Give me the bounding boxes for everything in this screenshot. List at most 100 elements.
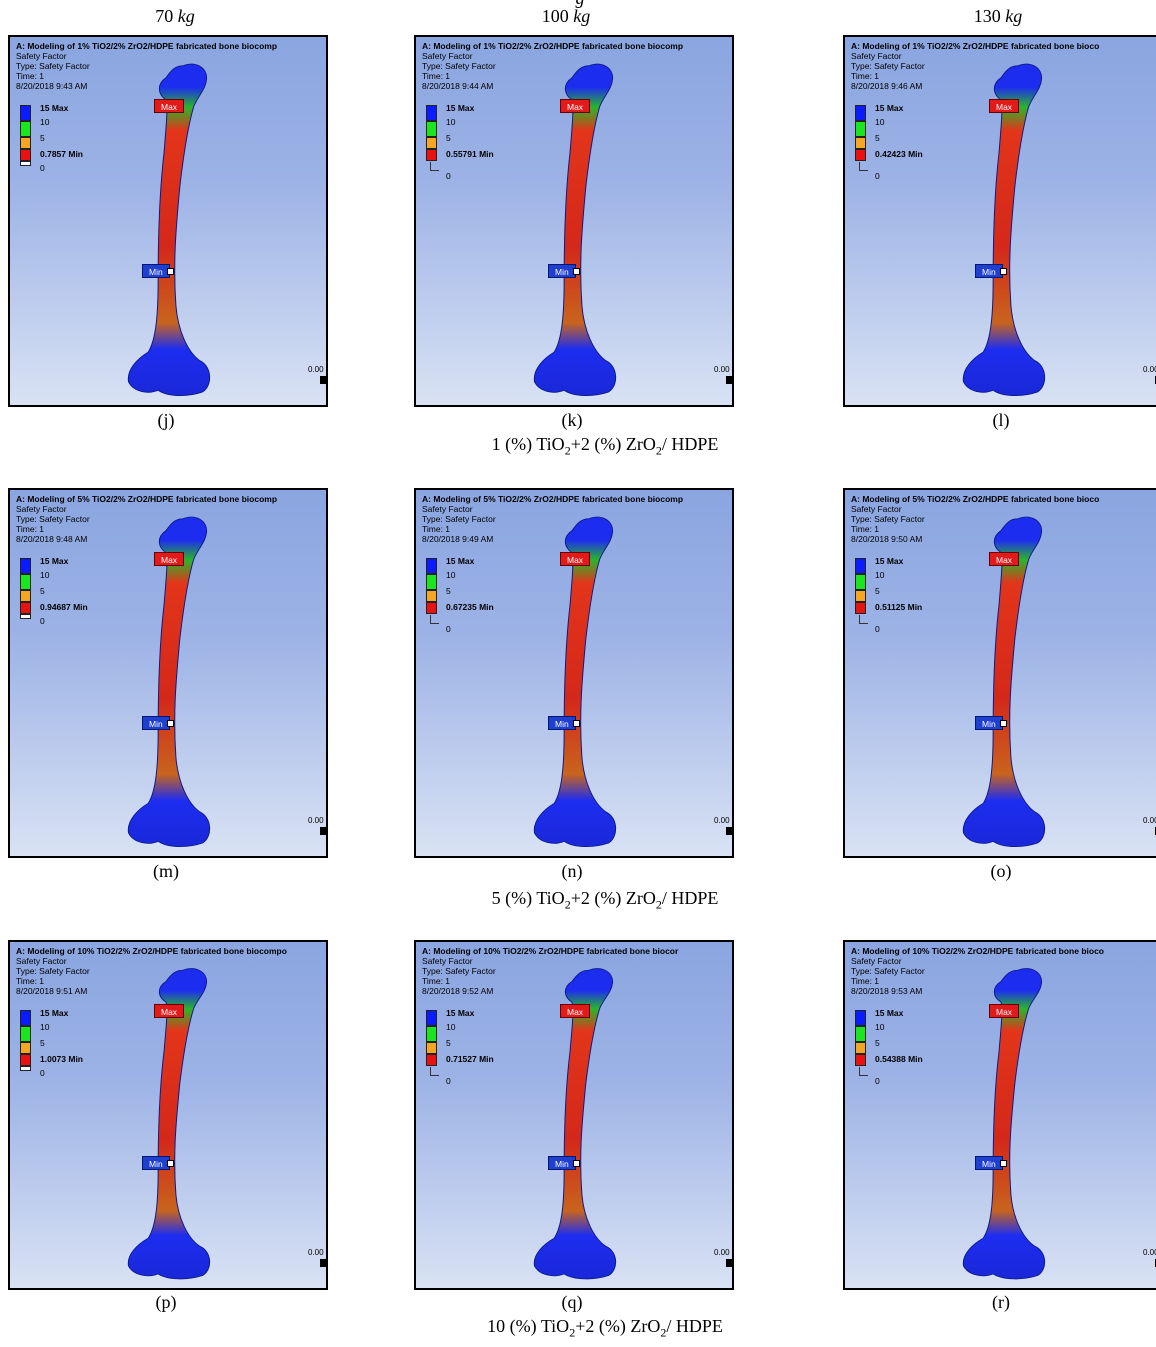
max-probe-label: Max [996,555,1013,565]
min-probe-point [166,720,174,727]
legend-label-5: 5 [40,133,45,143]
legend-max-label: 15 Max [40,103,69,113]
scale-bar [726,376,732,384]
caption-zro2: ZrO [630,1316,661,1336]
result-type: Type: Safety Factor [422,61,496,71]
legend-label-5: 5 [875,1038,880,1048]
column-value: 100 [541,6,569,26]
result-title: A: Modeling of 1% TiO2/2% ZrO2/HDPE fabr… [851,41,1100,51]
result-header: A: Modeling of 5% TiO2/2% ZrO2/HDPE fabr… [851,494,1156,544]
legend-max-label: 15 Max [875,1008,904,1018]
legend-label-5: 5 [446,1038,451,1048]
legend-swatch [855,105,866,121]
legend-label-10: 10 [446,117,456,127]
simulation-panel: A: Modeling of 10% TiO2/2% ZrO2/HDPE fab… [414,940,734,1290]
legend-label-5: 5 [40,1038,45,1048]
legend-min-label: 0.42423 Min [875,149,923,159]
max-probe-tag: Max [989,1004,1020,1018]
legend-label-10: 10 [875,570,885,580]
legend-min-label: 0.55791 Min [446,149,494,159]
result-quantity: Safety Factor [422,504,473,514]
scale-readout: 0.00 [714,1248,732,1268]
legend-swatch [20,149,31,161]
scale-text: 0.00 [1143,816,1156,825]
result-title: A: Modeling of 5% TiO2/2% ZrO2/HDPE fabr… [851,494,1100,504]
top-fragment: g [520,0,640,9]
caption-percent-symbol: (%) [594,434,622,454]
column-value: 130 [973,6,1001,26]
legend-swatch [20,1026,31,1042]
row-caption: 5 (%) TiO2+2 (%) ZrO2/ HDPE [405,887,805,916]
max-probe-tag: Max [560,1004,591,1018]
legend-min-label: 0.7857 Min [40,149,83,159]
result-time: Time: 1 [422,976,451,986]
legend-max-label: 15 Max [446,556,475,566]
caption-percent: 5 [491,888,501,908]
scale-readout: 0.00 [714,816,732,836]
min-probe-label: Min [555,1159,569,1169]
caption-suffix: / HDPE [661,434,719,454]
legend-label-5: 5 [875,586,880,596]
scale-text: 0.00 [714,365,730,374]
legend-swatch [426,1010,437,1026]
legend-zero-tick [859,1067,868,1076]
result-time: Time: 1 [851,976,880,986]
result-type: Type: Safety Factor [16,966,90,976]
caption-subscript: 2 [655,443,662,458]
simulation-panel: A: Modeling of 5% TiO2/2% ZrO2/HDPE fabr… [8,488,328,858]
max-probe-label: Max [996,102,1013,112]
result-datetime: 8/20/2018 9:46 AM [851,81,923,91]
caption-percent: 10 [487,1316,506,1336]
femur-shape [127,516,211,848]
legend-swatch [426,1026,437,1042]
simulation-panel: A: Modeling of 5% TiO2/2% ZrO2/HDPE fabr… [843,488,1156,858]
simulation-panel: A: Modeling of 5% TiO2/2% ZrO2/HDPE fabr… [414,488,734,858]
simulation-panel: A: Modeling of 1% TiO2/2% ZrO2/HDPE fabr… [414,35,734,407]
legend-swatch [426,1042,437,1054]
min-probe-tag: Min [548,264,580,278]
result-datetime: 8/20/2018 9:52 AM [422,986,494,996]
legend-swatch [426,1054,437,1066]
scale-text: 0.00 [308,1248,324,1257]
caption-suffix: / HDPE [666,1316,723,1336]
caption-plus: +2 [570,434,590,454]
panel-letter: (q) [561,1292,583,1312]
min-probe-label: Min [555,267,569,277]
max-probe-label: Max [567,1007,584,1017]
result-quantity: Safety Factor [16,51,67,61]
panel-letter: (l) [992,410,1010,430]
min-probe-label: Min [149,719,163,729]
legend-max-label: 15 Max [446,103,475,113]
min-probe-point [572,720,580,727]
min-probe-point [572,268,580,275]
legend-zero-tick [430,615,439,624]
result-header: A: Modeling of 1% TiO2/2% ZrO2/HDPE fabr… [851,41,1156,91]
caption-tio2: TiO [536,888,565,908]
result-datetime: 8/20/2018 9:44 AM [422,81,494,91]
legend-swatch [426,105,437,121]
legend-swatch [20,1042,31,1054]
max-probe-tag: Max [154,552,185,566]
legend-label-5: 5 [40,586,45,596]
legend-label-10: 10 [446,1022,456,1032]
scale-text: 0.00 [714,1248,730,1257]
caption-plus: +2 [570,888,590,908]
result-title: A: Modeling of 10% TiO2/2% ZrO2/HDPE fab… [422,946,679,956]
result-quantity: Safety Factor [851,51,902,61]
scale-text: 0.00 [1143,365,1156,374]
femur-shape [962,63,1046,396]
max-probe-tag: Max [989,552,1020,566]
legend-label-10: 10 [40,1022,50,1032]
femur-model-illustration [533,516,617,848]
legend-swatch [20,614,31,619]
column-header-70kg: 70 kg [75,6,275,26]
legend-swatch [855,1026,866,1042]
legend-label-10: 10 [875,1022,885,1032]
result-time: Time: 1 [16,71,45,81]
min-probe-point [999,720,1007,727]
result-quantity: Safety Factor [422,51,473,61]
result-title: A: Modeling of 1% TiO2/2% ZrO2/HDPE fabr… [422,41,684,51]
femur-shape [533,968,617,1280]
column-unit: kg [177,6,195,26]
min-probe-label: Min [149,267,163,277]
